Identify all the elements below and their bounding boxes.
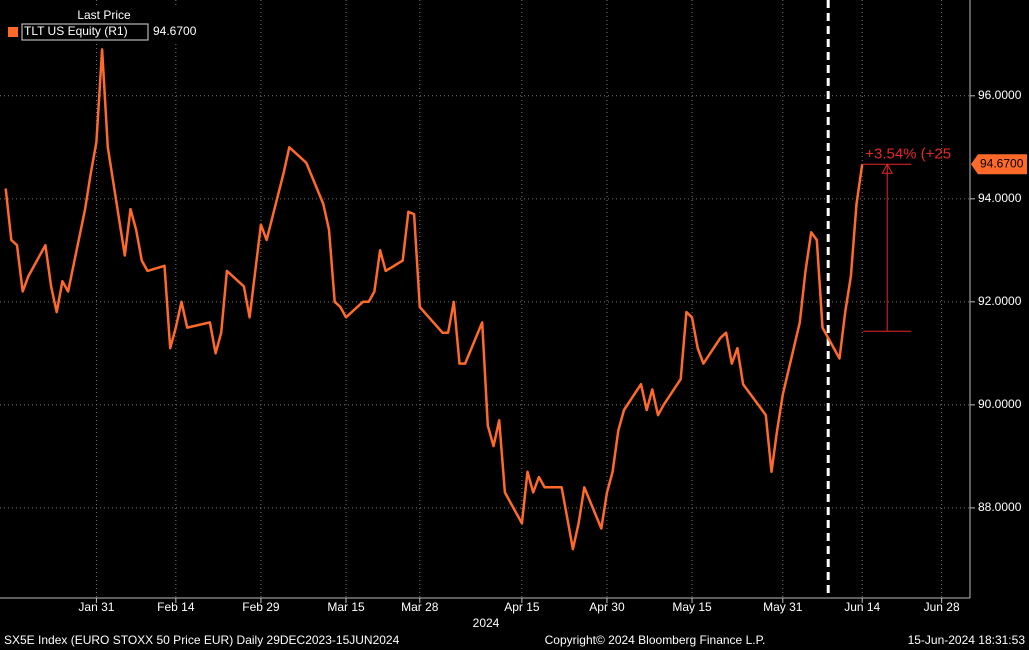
- x-tick-label: May 15: [672, 600, 712, 614]
- x-tick-label: Apr 30: [589, 600, 625, 614]
- x-year-label: 2024: [473, 616, 500, 630]
- price-line: [4, 48, 864, 551]
- legend-value: 94.6700: [153, 24, 197, 38]
- legend-highlight: [21, 23, 149, 41]
- last-price-tag: [971, 154, 1027, 175]
- legend-label: TLT US Equity (R1): [24, 24, 128, 38]
- bracket-arrow: [881, 163, 894, 174]
- x-tick-label: May 31: [763, 600, 803, 614]
- x-tick-label: Jun 28: [924, 600, 960, 614]
- x-tick-label: Mar 15: [327, 600, 365, 614]
- footer-right: 15-Jun-2024 18:31:53: [908, 633, 1026, 647]
- footer-left: SX5E Index (EURO STOXX 50 Price EUR) Dai…: [4, 633, 400, 647]
- x-tick-label: Feb 29: [242, 600, 280, 614]
- x-tick-label: Jun 14: [844, 600, 880, 614]
- y-tick-label: 94.0000: [978, 191, 1022, 205]
- legend-swatch: [8, 27, 18, 37]
- x-tick-label: Feb 14: [157, 600, 195, 614]
- y-tick-label: 96.0000: [978, 88, 1022, 102]
- footer-center: Copyright© 2024 Bloomberg Finance L.P.: [545, 633, 766, 647]
- x-tick-label: Apr 15: [504, 600, 540, 614]
- x-tick-label: Jan 31: [78, 600, 114, 614]
- legend-title: Last Price: [77, 8, 131, 22]
- x-tick-label: Mar 28: [401, 600, 439, 614]
- y-tick-label: 90.0000: [978, 397, 1022, 411]
- y-tick-label: 88.0000: [978, 500, 1022, 514]
- last-price-label: 94.6700: [980, 156, 1024, 170]
- change-annotation: +3.54% (+25: [865, 145, 951, 162]
- y-tick-label: 92.0000: [978, 294, 1022, 308]
- legend-box: [0, 6, 205, 44]
